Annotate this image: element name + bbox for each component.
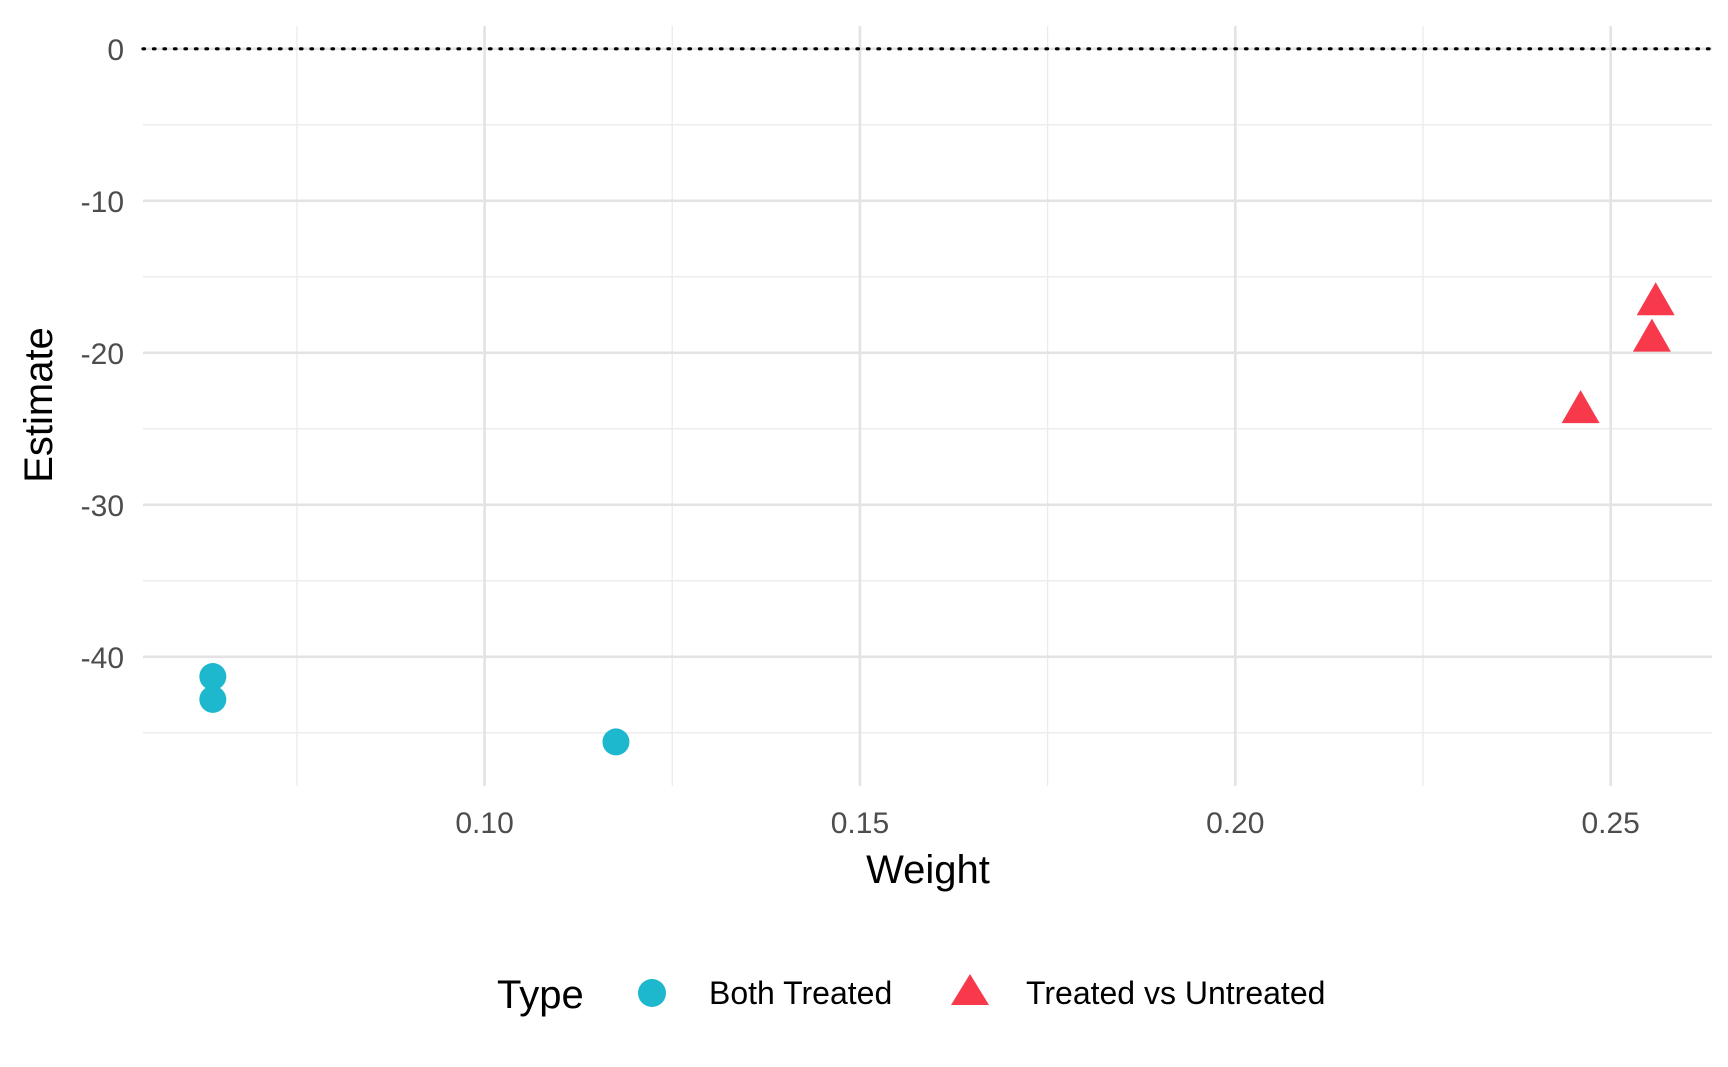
- point-both-treated: [199, 685, 227, 713]
- y-tick-label: -20: [81, 338, 124, 371]
- data-points: [199, 282, 1675, 756]
- x-tick-label: 0.15: [831, 807, 889, 840]
- legend-label-both-treated: Both Treated: [709, 975, 892, 1011]
- point-treated-vs-untreated: [1632, 318, 1671, 352]
- legend-key-treated-vs-untreated-triangle: [951, 974, 989, 1005]
- minor-gridlines: [143, 26, 1712, 786]
- x-tick-label: 0.20: [1206, 807, 1264, 840]
- point-treated-vs-untreated: [1561, 390, 1600, 424]
- legend-label-treated-vs-untreated: Treated vs Untreated: [1026, 975, 1325, 1011]
- y-tick-label: -10: [81, 186, 124, 219]
- y-axis-title: Estimate: [17, 327, 61, 483]
- y-tick-label: -40: [81, 642, 124, 675]
- y-tick-label: -30: [81, 490, 124, 523]
- y-tick-label: 0: [107, 34, 124, 67]
- x-tick-label: 0.10: [455, 807, 513, 840]
- point-both-treated: [199, 663, 227, 691]
- point-treated-vs-untreated: [1636, 282, 1675, 316]
- x-axis-tick-labels: 0.10 0.15 0.20 0.25: [455, 807, 1639, 840]
- legend-title: Type: [497, 973, 584, 1017]
- y-axis-tick-labels: 0 -10 -20 -30 -40: [81, 34, 124, 675]
- legend: Type Both Treated Treated vs Untreated: [497, 973, 1325, 1017]
- x-tick-label: 0.25: [1581, 807, 1639, 840]
- legend-key-both-treated-circle: [638, 979, 666, 1007]
- major-gridlines: [143, 26, 1712, 786]
- point-both-treated: [602, 728, 630, 756]
- x-axis-title: Weight: [866, 848, 990, 892]
